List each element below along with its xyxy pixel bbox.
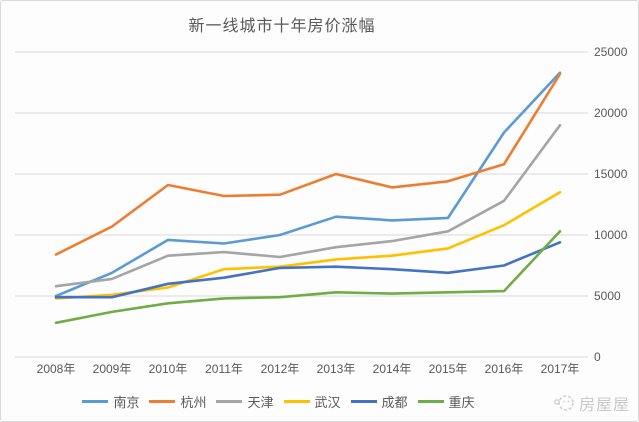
watermark-text: 房屋屋 <box>578 397 630 414</box>
series-line-南京 <box>54 71 562 298</box>
legend-item-武汉: 武汉 <box>283 392 341 411</box>
legend-swatch <box>82 400 109 403</box>
x-axis-tick-label: 2011年 <box>205 362 243 376</box>
series-line-天津 <box>54 123 562 288</box>
legend-swatch <box>149 400 176 403</box>
legend-label: 武汉 <box>314 395 341 410</box>
legend-item-天津: 天津 <box>216 392 274 411</box>
y-axis-tick-label: 10000 <box>594 228 628 242</box>
x-axis-tick-label: 2013年 <box>317 362 356 376</box>
legend-label: 杭州 <box>180 395 207 410</box>
series-line-杭州 <box>54 72 562 256</box>
legend-label: 重庆 <box>448 395 475 410</box>
y-axis-tick-label: 15000 <box>594 167 628 181</box>
watermark-mascot-icon <box>554 395 574 411</box>
chart-legend: 南京 杭州 天津 武汉 成都 重庆 <box>1 392 556 411</box>
x-axis-tick-label: 2009年 <box>93 362 132 376</box>
x-axis-tick-label: 2008年 <box>37 362 76 376</box>
legend-item-成都: 成都 <box>350 392 408 411</box>
legend-label: 成都 <box>381 395 408 410</box>
legend-item-南京: 南京 <box>82 392 139 411</box>
watermark: 房屋屋 <box>553 391 630 415</box>
x-axis-tick-label: 2016年 <box>485 362 524 376</box>
legend-label: 天津 <box>247 395 274 410</box>
x-axis-tick-label: 2012年 <box>261 362 300 376</box>
x-axis-tick-label: 2017年 <box>541 362 580 376</box>
y-axis-tick-label: 25000 <box>594 45 628 59</box>
series-line-重庆 <box>54 230 562 325</box>
legend-swatch <box>283 400 310 403</box>
legend-swatch <box>216 400 243 403</box>
legend-swatch <box>417 400 444 403</box>
series-line-武汉 <box>54 191 562 300</box>
x-axis-tick-label: 2014年 <box>373 362 412 376</box>
legend-swatch <box>350 400 377 403</box>
legend-item-杭州: 杭州 <box>149 392 206 411</box>
legend-label: 南京 <box>113 395 140 410</box>
series-line-成都 <box>54 241 562 299</box>
chart-title: 新一线城市十年房价涨幅 <box>188 18 376 35</box>
x-axis-tick-label: 2015年 <box>429 362 468 376</box>
y-axis-tick-label: 5000 <box>594 289 621 303</box>
legend-item-重庆: 重庆 <box>417 392 475 411</box>
y-axis-tick-label: 20000 <box>594 106 628 120</box>
x-axis-tick-label: 2010年 <box>149 362 188 376</box>
y-axis-tick-label: 0 <box>594 350 601 364</box>
